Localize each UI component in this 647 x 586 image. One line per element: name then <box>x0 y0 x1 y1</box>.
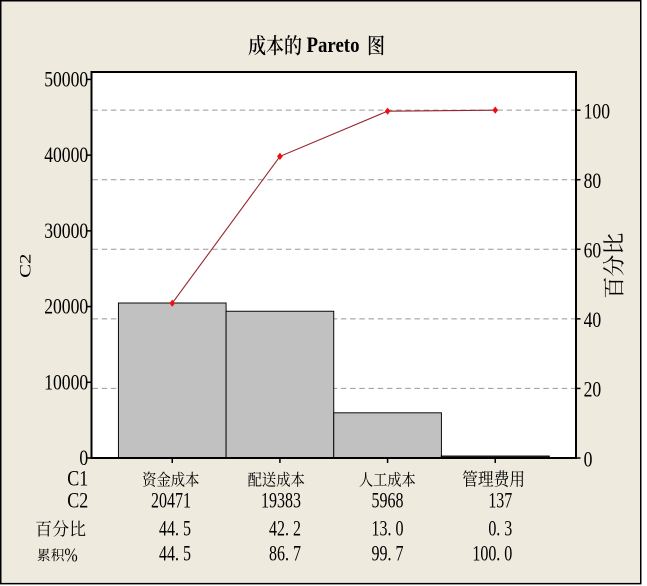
svg-text:Pareto: Pareto <box>307 33 360 57</box>
svg-text:137: 137 <box>488 489 512 513</box>
svg-text:0: 0 <box>584 448 593 472</box>
svg-text:0. 3: 0. 3 <box>488 517 512 541</box>
svg-text:19383: 19383 <box>261 489 301 513</box>
svg-text:0: 0 <box>79 447 88 471</box>
svg-text:30000: 30000 <box>44 220 88 244</box>
svg-text:10000: 10000 <box>44 371 88 395</box>
svg-text:86. 7: 86. 7 <box>269 542 301 566</box>
svg-text:20471: 20471 <box>151 489 191 513</box>
svg-text:100. 0: 100. 0 <box>472 542 512 566</box>
svg-text:50000: 50000 <box>44 68 88 92</box>
svg-text:C1: C1 <box>67 467 88 491</box>
svg-text:44. 5: 44. 5 <box>159 517 191 541</box>
svg-text:C2: C2 <box>67 489 88 513</box>
svg-text:20: 20 <box>584 379 602 403</box>
svg-text:40000: 40000 <box>44 144 88 168</box>
svg-text:42. 2: 42. 2 <box>269 517 301 541</box>
svg-text:C2: C2 <box>17 254 35 278</box>
svg-text:99. 7: 99. 7 <box>372 542 404 566</box>
svg-text:%: % <box>64 544 77 566</box>
svg-text:60: 60 <box>584 239 602 263</box>
svg-text:5968: 5968 <box>372 489 404 513</box>
svg-text:44. 5: 44. 5 <box>159 542 191 566</box>
svg-text:100: 100 <box>584 100 610 124</box>
svg-text:13. 0: 13. 0 <box>372 517 404 541</box>
svg-text:40: 40 <box>584 309 602 333</box>
svg-text:80: 80 <box>584 170 602 194</box>
svg-text:20000: 20000 <box>44 295 88 319</box>
